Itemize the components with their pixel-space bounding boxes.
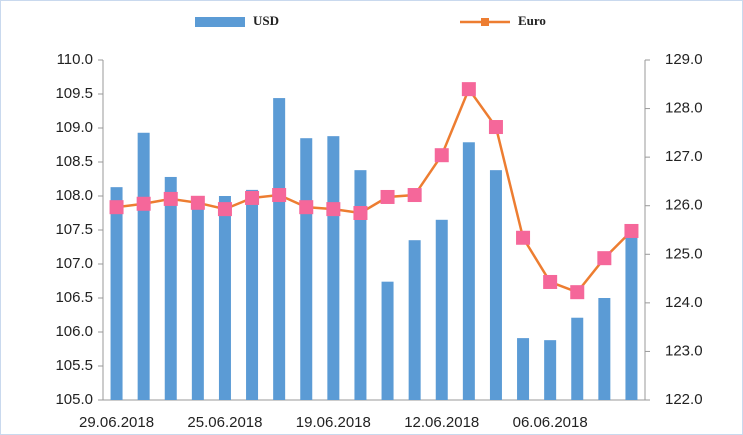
y2-tick-label: 125.0 [665, 245, 703, 262]
marker [272, 188, 287, 203]
bar [191, 199, 204, 400]
y2-tick-label: 128.0 [665, 100, 703, 117]
bar [435, 219, 448, 400]
marker [570, 285, 585, 300]
y-tick-label: 107.5 [55, 221, 93, 238]
y2-tick-label: 127.0 [665, 148, 703, 165]
marker [163, 191, 178, 206]
marker [543, 274, 558, 289]
bar [489, 170, 502, 400]
marker [407, 188, 422, 203]
bar [273, 98, 286, 400]
y-tick-label: 108.0 [55, 187, 93, 204]
bar [137, 132, 150, 400]
bar [571, 317, 584, 400]
y-tick-label: 105.0 [55, 391, 93, 408]
x-tick-label: 29.06.2018 [79, 414, 154, 431]
y-tick-label: 107.0 [55, 255, 93, 272]
legend-label: USD [253, 13, 279, 28]
bar [354, 170, 367, 400]
bar [408, 240, 421, 400]
bar [625, 232, 638, 400]
y-tick-label: 106.0 [55, 323, 93, 340]
bar [517, 338, 530, 400]
y-tick-label: 105.5 [55, 357, 93, 374]
legend-swatch [195, 17, 245, 27]
bar [544, 340, 557, 400]
y2-tick-label: 126.0 [665, 197, 703, 214]
bar [110, 187, 123, 400]
marker [109, 200, 124, 215]
y2-tick-label: 122.0 [665, 391, 703, 408]
bar [246, 189, 259, 400]
bar [218, 196, 231, 400]
y2-tick-label: 123.0 [665, 342, 703, 359]
y-tick-label: 108.5 [55, 153, 93, 170]
marker [461, 82, 476, 97]
marker [488, 120, 503, 135]
marker [217, 202, 232, 217]
marker [624, 223, 639, 238]
marker [353, 206, 368, 220]
y2-tick-label: 124.0 [665, 294, 703, 311]
x-tick-label: 12.06.2018 [404, 414, 479, 431]
legend-label: Euro [518, 13, 546, 28]
y-tick-label: 109.5 [55, 85, 93, 102]
bar [381, 281, 394, 400]
marker [190, 195, 205, 210]
marker [299, 200, 314, 215]
bar [300, 138, 313, 400]
y-tick-label: 109.0 [55, 119, 93, 136]
y-tick-label: 106.5 [55, 289, 93, 306]
marker [380, 189, 395, 204]
bar [598, 298, 611, 400]
y2-tick-label: 129.0 [665, 51, 703, 68]
marker [245, 190, 260, 205]
y-tick-label: 110.0 [57, 51, 93, 68]
marker [516, 230, 531, 245]
bar [164, 176, 177, 400]
x-tick-label: 19.06.2018 [296, 414, 371, 431]
marker [434, 148, 449, 163]
legend-marker [481, 18, 489, 26]
bar [462, 142, 475, 400]
bar [327, 136, 340, 400]
x-tick-label: 06.06.2018 [513, 414, 588, 431]
marker [597, 251, 612, 266]
x-tick-label: 25.06.2018 [187, 414, 262, 431]
marker [326, 202, 341, 217]
marker [136, 196, 151, 211]
